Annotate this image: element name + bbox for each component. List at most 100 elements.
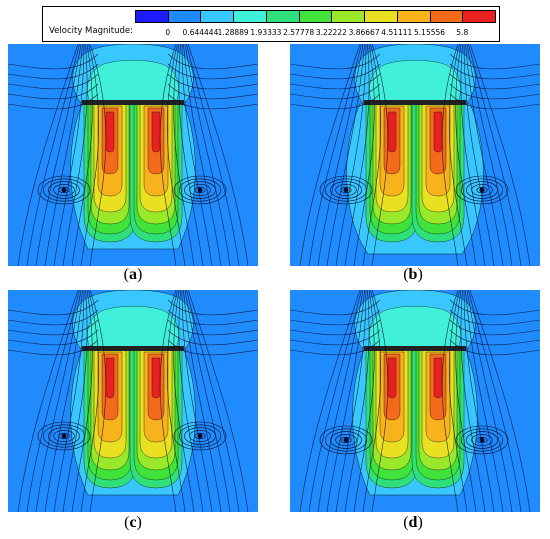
streamline [181,44,213,266]
streamline [353,44,375,266]
legend-swatch [200,10,235,23]
vortex-core [479,437,485,443]
vortex-ring [335,184,357,196]
streamline [335,290,367,512]
jet-contour [105,357,115,399]
streamline [335,44,367,266]
streamline [449,53,540,70]
streamline [460,290,486,512]
flow-field-plot [8,44,258,266]
streamline [8,309,99,326]
legend-swatch [135,10,169,23]
streamline [167,73,258,90]
streamline [8,319,99,336]
caption-b: (b) [403,266,423,283]
vortex [173,175,227,205]
streamline [299,290,361,512]
vortex-ring [189,430,211,442]
vortex-ring [319,175,373,205]
streamline [89,44,107,266]
legend-tick-label: 5.15556 [414,28,446,37]
vortex-ring [178,424,222,448]
vortex-core [343,187,349,193]
color-legend: Velocity Magnitude: 0 0.644444 1.28889 1.93… [42,6,500,42]
streamline [159,290,177,512]
legend-tick-label: 0.644444 [182,28,219,37]
jet-contour [387,357,397,399]
streamline [469,290,531,512]
vortex-ring [173,421,227,451]
nozzle-plate [82,100,184,105]
vortex-core [479,187,485,193]
contour-panel-a [8,44,258,266]
streamline [187,44,249,266]
streamline [167,83,258,100]
streamline [62,290,88,512]
vortex-ring [319,425,373,455]
vortex-ring [48,181,80,199]
streamline [469,44,531,266]
jet-contour [151,111,161,153]
streamline [167,63,258,80]
streamline [187,290,249,512]
streamline [71,44,93,266]
caption-c: (c) [124,514,142,531]
vortex-ring [53,184,75,196]
vortex [37,421,91,451]
streamline [167,319,258,336]
legend-swatch [167,10,202,23]
plume-contour [87,306,179,349]
vortex-ring [184,181,216,199]
vortex-ring [471,434,493,446]
streamline [326,290,365,512]
streamline [463,44,495,266]
streamline [460,44,486,266]
jet-contour [433,357,443,399]
streamline [449,299,540,316]
vortex [173,421,227,451]
legend-tick-label: 3.22222 [315,28,347,37]
streamline [173,44,195,266]
vortex-ring [194,186,206,194]
nozzle-plate [82,346,184,351]
streamline [344,44,370,266]
streamline [468,290,522,512]
vortex-ring [455,425,509,455]
streamline [8,63,99,80]
legend-tick-label: 1.28889 [217,28,249,37]
legend-swatch [265,10,300,23]
vortex-ring [42,424,86,448]
streamline [167,329,258,346]
legend-swatch [233,10,267,23]
streamline [53,44,85,266]
vortex-ring [194,432,206,440]
streamline [183,290,222,512]
streamline [468,44,522,266]
streamline [71,290,93,512]
streamlines [8,290,258,512]
streamline [17,44,79,266]
streamlines [8,44,258,266]
vortex [319,175,373,205]
streamline [290,53,381,70]
jet-contour [105,111,115,153]
streamline [371,290,389,512]
streamline [8,93,99,110]
vortex [455,425,509,455]
vortex [319,425,373,455]
legend-tick-label: 0 [165,28,171,37]
vortex-core [197,433,203,439]
flow-field-plot [290,44,540,266]
streamline [455,290,477,512]
streamline [441,44,459,266]
streamline [449,83,540,100]
streamline [290,83,381,100]
vortex-ring [466,431,498,449]
vortex-ring [476,436,488,444]
streamline [353,290,375,512]
streamline [8,329,99,346]
legend-tick-label: 1.93333 [250,28,282,37]
vortex-ring [184,427,216,445]
vortex-ring [42,178,86,202]
streamline [44,44,83,266]
